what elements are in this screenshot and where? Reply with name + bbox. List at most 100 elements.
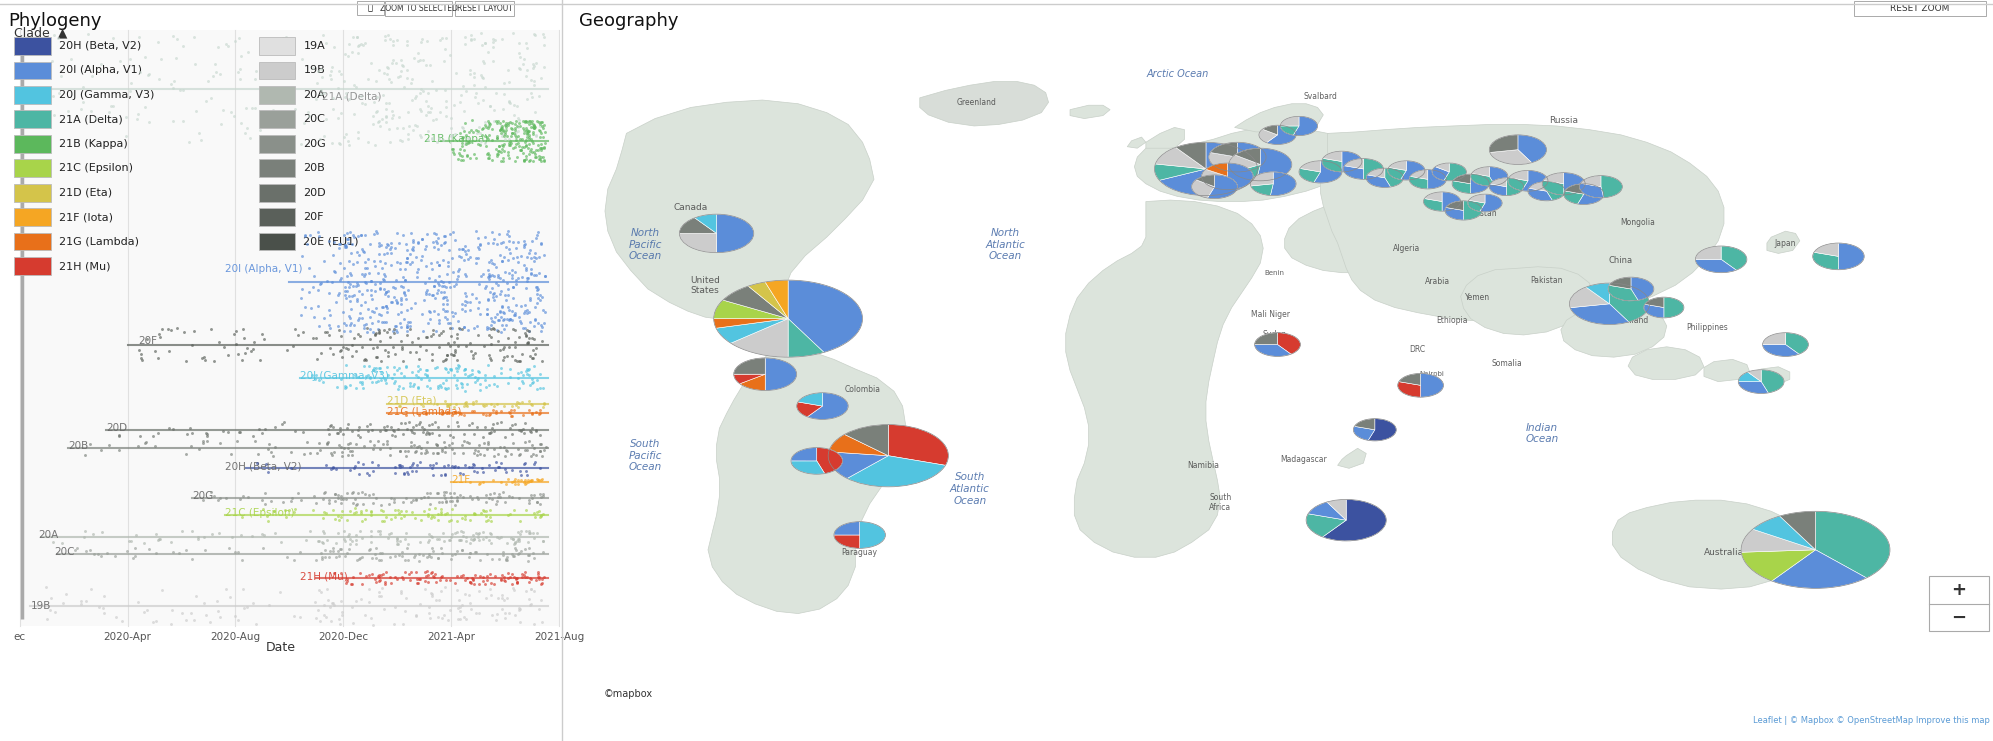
Point	[335, 226, 367, 238]
Point	[470, 531, 502, 543]
Point	[303, 605, 335, 617]
Point	[411, 59, 442, 71]
Point	[502, 122, 534, 133]
Point	[508, 154, 540, 166]
Point	[379, 550, 411, 562]
Point	[355, 418, 387, 430]
Point	[100, 611, 132, 623]
Point	[375, 421, 407, 433]
Point	[516, 91, 548, 103]
Point	[472, 133, 504, 145]
Point	[430, 363, 462, 375]
Wedge shape	[791, 448, 817, 461]
Point	[76, 105, 108, 117]
Point	[486, 574, 518, 586]
Point	[484, 326, 516, 338]
Point	[349, 268, 381, 279]
Text: Arabia: Arabia	[1425, 277, 1451, 286]
Text: 21D (Eta): 21D (Eta)	[387, 396, 436, 406]
Point	[247, 494, 279, 506]
Point	[56, 53, 88, 64]
Wedge shape	[1529, 182, 1547, 191]
Point	[391, 64, 423, 76]
Point	[456, 405, 488, 416]
Point	[482, 462, 514, 473]
Point	[522, 566, 554, 578]
Point	[311, 436, 343, 448]
Point	[462, 278, 494, 290]
Point	[413, 419, 444, 431]
Point	[365, 282, 397, 294]
Point	[474, 100, 506, 112]
Point	[271, 37, 303, 49]
Text: Kazakhstan: Kazakhstan	[1453, 209, 1497, 218]
Point	[305, 88, 337, 100]
Point	[313, 494, 345, 506]
Point	[448, 38, 480, 50]
Point	[343, 133, 375, 144]
Point	[454, 577, 486, 589]
Point	[415, 530, 446, 542]
Point	[347, 532, 379, 544]
Point	[462, 578, 494, 590]
Point	[323, 82, 355, 93]
Polygon shape	[1321, 124, 1724, 322]
Point	[423, 421, 454, 433]
Point	[359, 260, 391, 272]
Point	[502, 479, 534, 491]
Point	[327, 342, 359, 353]
Point	[478, 293, 510, 305]
Point	[359, 439, 391, 451]
Point	[401, 251, 432, 263]
Point	[361, 576, 393, 588]
Text: 20H (Beta, V2): 20H (Beta, V2)	[60, 41, 142, 51]
Point	[423, 496, 454, 508]
Point	[279, 323, 311, 335]
Point	[454, 152, 486, 164]
Point	[512, 364, 544, 376]
Point	[472, 149, 504, 161]
Point	[317, 568, 349, 579]
Point	[428, 237, 460, 249]
Point	[357, 342, 389, 354]
Point	[492, 267, 524, 279]
Point	[337, 571, 369, 582]
Point	[510, 504, 542, 516]
Point	[411, 260, 442, 272]
Point	[442, 534, 474, 546]
Point	[440, 328, 472, 340]
Point	[165, 525, 197, 537]
Point	[387, 618, 419, 630]
Point	[496, 399, 528, 411]
Point	[369, 270, 401, 282]
Point	[510, 124, 542, 136]
Point	[363, 362, 395, 374]
Point	[413, 100, 444, 112]
Point	[524, 511, 556, 523]
Wedge shape	[1519, 135, 1547, 163]
Point	[391, 423, 423, 435]
Text: Phylogeny: Phylogeny	[8, 12, 102, 30]
Point	[434, 488, 466, 499]
Point	[379, 430, 411, 442]
Point	[425, 585, 456, 597]
Point	[157, 115, 189, 127]
Bar	[454, 1, 514, 16]
Point	[421, 439, 452, 451]
Point	[498, 536, 530, 548]
Point	[333, 233, 365, 245]
Point	[468, 37, 500, 49]
Point	[213, 542, 245, 554]
Point	[367, 90, 399, 102]
Point	[140, 440, 171, 452]
Point	[323, 439, 355, 451]
Point	[383, 237, 415, 249]
Point	[413, 305, 444, 316]
Point	[458, 569, 490, 581]
Point	[516, 583, 548, 595]
Point	[460, 527, 492, 539]
Point	[305, 586, 337, 598]
Point	[440, 491, 472, 502]
Point	[281, 487, 313, 499]
Point	[333, 310, 365, 322]
